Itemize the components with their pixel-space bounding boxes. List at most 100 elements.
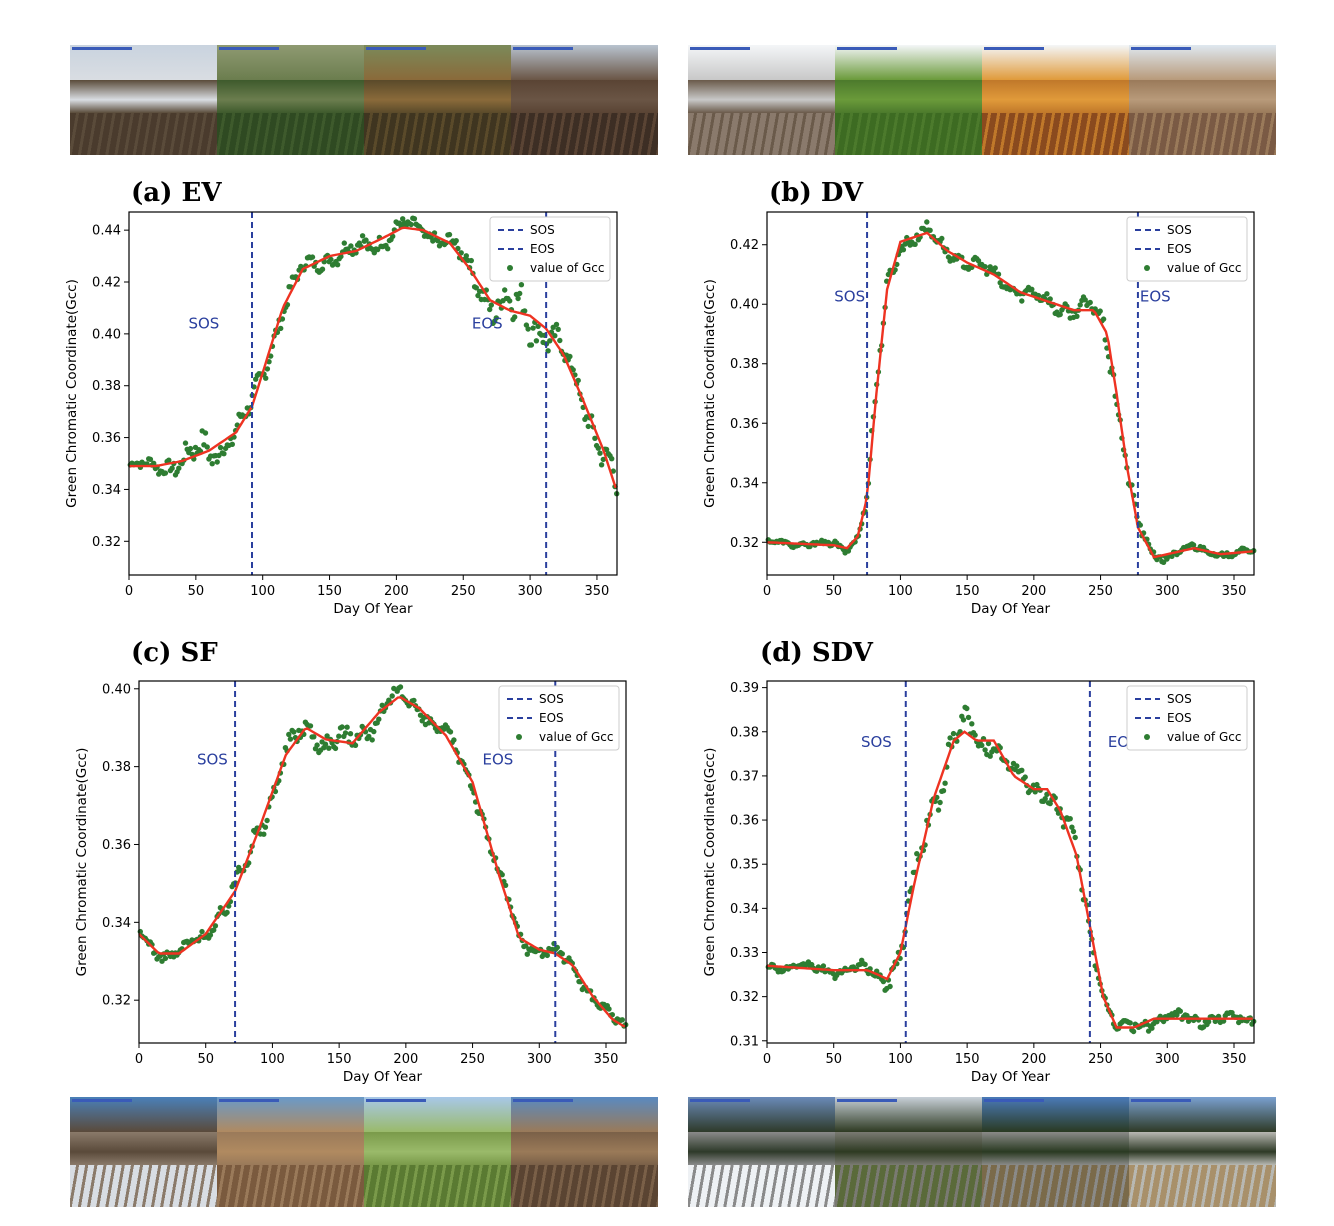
site-photo <box>217 1097 364 1207</box>
gcc-point <box>964 705 970 712</box>
gcc-point <box>207 932 214 938</box>
gcc-point <box>880 978 887 985</box>
chart-panel: (a) EV SOS EOS 0 50 100 150 200 250 300 350 0.32 0.3… <box>64 178 620 617</box>
gcc-point <box>965 714 972 721</box>
gcc-point <box>600 456 606 463</box>
gcc-point <box>344 724 350 730</box>
gcc-point <box>336 733 342 739</box>
gcc-point <box>264 366 271 372</box>
gcc-point <box>499 872 505 878</box>
x-tick-label: 200 <box>384 584 409 599</box>
gcc-point <box>1022 774 1028 780</box>
gcc-point <box>507 298 513 304</box>
x-tick-label: 50 <box>188 584 205 599</box>
gcc-point <box>322 741 329 747</box>
y-tick-label: 0.32 <box>102 994 131 1009</box>
gcc-point <box>324 733 330 739</box>
gcc-point <box>341 240 347 246</box>
legend-box <box>1126 685 1248 751</box>
gcc-point <box>214 459 220 465</box>
y-tick-label: 0.36 <box>92 431 121 446</box>
gcc-point <box>1057 311 1063 318</box>
gcc-point <box>314 742 320 748</box>
x-tick-label: 0 <box>125 584 133 599</box>
legend-points-label: value of Gcc <box>1167 730 1241 744</box>
y-tick-label: 0.39 <box>730 681 759 696</box>
gcc-point <box>518 282 525 288</box>
x-tick-label: 250 <box>460 1052 485 1067</box>
gcc-point <box>264 817 270 824</box>
y-tick-label: 0.33 <box>730 946 759 961</box>
x-tick-label: 200 <box>1021 1052 1046 1067</box>
y-tick-label: 0.34 <box>102 916 131 931</box>
gcc-point <box>979 742 985 748</box>
gcc-point <box>202 430 209 436</box>
fitted-curve <box>129 226 617 489</box>
gcc-point <box>199 928 205 935</box>
gcc-point <box>397 684 404 690</box>
legend-box <box>1126 216 1248 282</box>
gcc-point <box>1127 1020 1133 1026</box>
gcc-point <box>347 731 354 737</box>
x-axis-label: Day Of Year <box>343 1069 423 1085</box>
gcc-point <box>319 266 326 272</box>
gcc-point <box>1070 828 1077 835</box>
x-axis-label: Day Of Year <box>333 601 413 617</box>
legend-points-swatch <box>1144 734 1150 740</box>
gcc-point <box>515 295 521 302</box>
y-tick-label: 0.42 <box>730 238 759 253</box>
gcc-point <box>287 736 294 742</box>
gcc-point <box>547 338 553 344</box>
plot-frame <box>766 680 1255 1044</box>
gcc-point <box>447 729 454 735</box>
legend-sos-label: SOS <box>1167 692 1192 706</box>
gcc-point <box>530 325 536 331</box>
gcc-point <box>147 456 154 462</box>
gcc-point <box>1029 286 1035 292</box>
gcc-point <box>162 955 169 962</box>
gcc-point <box>517 290 523 297</box>
plot-frame <box>138 680 627 1044</box>
x-tick-label: 100 <box>260 1052 285 1067</box>
gcc-point <box>887 983 893 990</box>
x-tick-label: 0 <box>135 1052 143 1067</box>
gcc-point <box>217 444 224 451</box>
y-tick-label: 0.37 <box>730 769 759 784</box>
site-photo <box>835 1097 982 1207</box>
gcc-point <box>348 243 354 249</box>
chart-panel: (d) SDV SOS EOS 0 50 100 150 200 250 300 350 0.31 0.… <box>702 638 1257 1085</box>
gcc-point <box>939 235 945 242</box>
y-tick-label: 0.40 <box>730 298 759 313</box>
gcc-point <box>912 241 918 247</box>
gcc-point <box>544 952 550 959</box>
y-tick-label: 0.32 <box>730 536 759 551</box>
gcc-point <box>1174 1012 1180 1018</box>
gcc-point <box>603 446 610 453</box>
legend-points-label: value of Gcc <box>539 730 613 744</box>
gcc-point <box>522 308 528 314</box>
gcc-point <box>535 323 541 329</box>
gcc-point <box>408 221 414 228</box>
gcc-point <box>525 326 531 332</box>
gcc-point <box>366 733 372 740</box>
x-tick-label: 200 <box>393 1052 418 1067</box>
gcc-point <box>221 451 227 457</box>
y-tick-label: 0.40 <box>92 327 121 342</box>
x-tick-label: 150 <box>955 584 980 599</box>
site-photo <box>511 45 658 155</box>
x-tick-label: 150 <box>317 584 342 599</box>
gcc-point <box>446 231 453 238</box>
y-axis-label: Green Chromatic Coordinate(Gcc) <box>702 748 718 977</box>
photo-strip-sf <box>70 1097 658 1207</box>
gcc-point <box>204 444 210 450</box>
site-photo <box>982 45 1129 155</box>
gcc-point <box>411 216 418 222</box>
gcc-point <box>950 730 957 737</box>
gcc-point <box>935 807 942 813</box>
gcc-point <box>1190 542 1197 548</box>
gcc-point <box>371 728 377 735</box>
gcc-point <box>1047 800 1053 807</box>
site-photo <box>835 45 982 155</box>
gcc-point <box>1044 291 1050 297</box>
